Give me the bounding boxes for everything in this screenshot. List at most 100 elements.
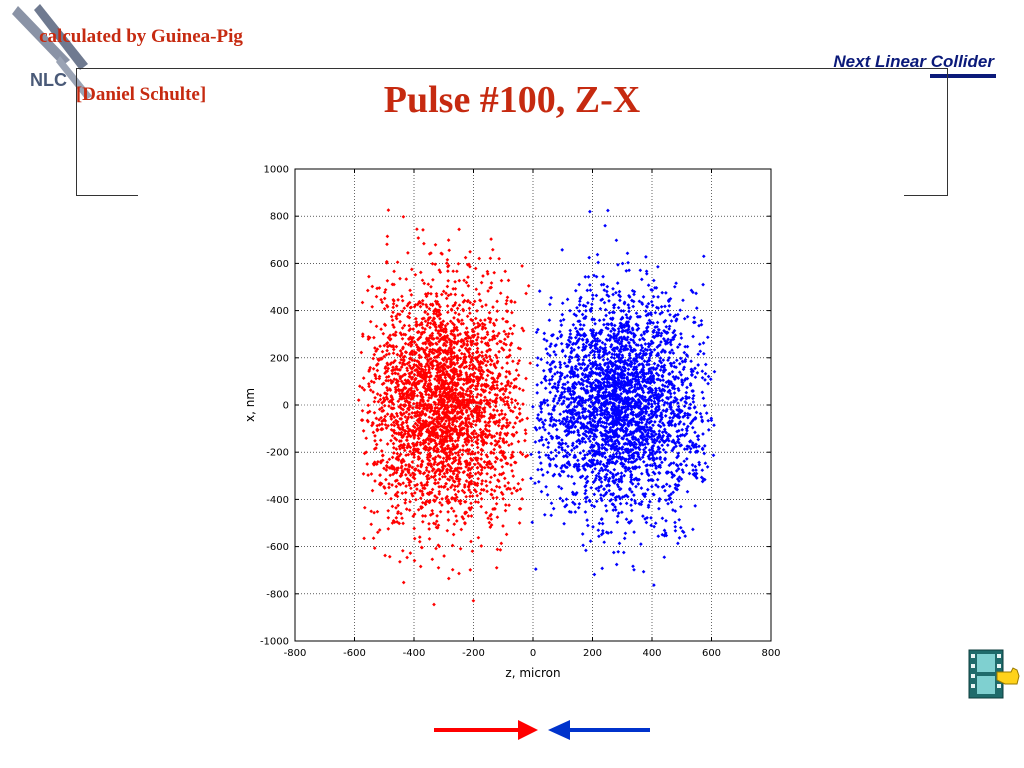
scatter-point	[458, 405, 462, 409]
credit-line-1: calculated by Guinea-Pig	[39, 26, 243, 47]
scatter-point	[499, 408, 504, 413]
scatter-point	[412, 304, 417, 309]
scatter-point	[404, 484, 408, 488]
scatter-point	[492, 447, 497, 452]
scatter-point	[362, 451, 367, 456]
scatter-point	[430, 508, 435, 513]
scatter-point	[495, 376, 500, 380]
scatter-point	[416, 507, 421, 512]
scatter-point	[381, 418, 386, 423]
scatter-point	[462, 355, 466, 360]
scatter-point	[484, 479, 488, 484]
scatter-point	[508, 390, 512, 395]
scatter-point	[475, 445, 480, 450]
scatter-point	[464, 479, 469, 483]
scatter-point	[424, 392, 428, 397]
scatter-point	[393, 358, 397, 363]
scatter-point	[442, 422, 447, 426]
scatter-point	[392, 436, 397, 440]
scatter-point	[439, 321, 443, 325]
scatter-point	[455, 484, 460, 489]
scatter-point	[488, 286, 492, 290]
scatter-point	[444, 261, 449, 266]
scatter-point	[365, 462, 370, 466]
scatter-point	[428, 333, 433, 338]
scatter-point	[377, 417, 381, 422]
scatter-point	[437, 492, 442, 496]
scatter-point	[465, 262, 470, 267]
scatter-point	[420, 493, 425, 497]
scatter-point	[486, 516, 490, 521]
scatter-point	[474, 431, 478, 436]
scatter-point	[427, 396, 432, 400]
scatter-point	[466, 451, 470, 456]
scatter-point	[414, 316, 418, 321]
scatter-point	[498, 436, 502, 441]
scatter-point	[510, 400, 514, 405]
scatter-point	[394, 505, 398, 510]
scatter-point	[467, 420, 471, 425]
scatter-point	[384, 468, 389, 472]
scatter-point	[415, 403, 419, 408]
scatter-point	[500, 464, 505, 469]
scatter-point	[404, 463, 408, 467]
scatter-point	[375, 509, 380, 514]
scatter-point	[498, 433, 502, 437]
scatter-point	[391, 420, 396, 425]
scatter-point	[485, 272, 490, 276]
scatter-point	[396, 399, 401, 404]
scatter-point	[395, 414, 400, 418]
scatter-point	[438, 333, 442, 338]
scatter-point	[514, 376, 518, 381]
scatter-point	[516, 373, 521, 378]
scatter-point	[400, 294, 404, 299]
scatter-point	[380, 349, 385, 354]
scatter-point	[487, 390, 492, 395]
scatter-point	[360, 385, 365, 390]
scatter-point	[435, 360, 440, 364]
scatter-point	[473, 499, 478, 504]
scatter-point	[472, 481, 477, 485]
scatter-point	[407, 508, 412, 512]
scatter-point	[408, 499, 412, 504]
scatter-point	[488, 320, 492, 324]
scatter-point	[465, 342, 470, 347]
scatter-point	[405, 467, 410, 472]
scatter-point	[513, 421, 518, 425]
scatter-point	[375, 347, 380, 352]
scatter-point	[479, 497, 484, 501]
scatter-point	[451, 287, 456, 291]
scatter-point	[487, 310, 492, 315]
scatter-point	[437, 477, 442, 481]
scatter-point	[435, 495, 439, 500]
scatter-point	[492, 270, 497, 275]
scatter-point	[495, 431, 499, 436]
scatter-point	[447, 248, 452, 253]
scatter-point	[468, 363, 472, 368]
scatter-point	[491, 305, 495, 309]
slide-title: Pulse #100, Z-X	[383, 79, 641, 121]
scatter-point	[484, 363, 489, 368]
scatter-point	[459, 322, 464, 326]
scatter-point	[442, 471, 447, 476]
scatter-point	[487, 461, 492, 466]
scatter-point	[498, 450, 502, 455]
scatter-point	[371, 366, 376, 371]
scatter-point	[411, 327, 416, 331]
scatter-point	[462, 499, 467, 504]
scatter-point	[399, 357, 404, 362]
scatter-point	[472, 299, 477, 304]
scatter-point	[452, 316, 456, 320]
scatter-point	[403, 490, 408, 495]
scatter-point	[496, 423, 501, 428]
scatter-point	[394, 330, 398, 335]
scatter-point	[390, 433, 395, 438]
scatter-point	[476, 450, 481, 455]
scatter-point	[434, 470, 438, 474]
scatter-point	[454, 419, 459, 424]
scatter-point	[484, 463, 489, 467]
scatter-point	[374, 462, 379, 467]
scatter-point	[373, 438, 377, 443]
scatter-point	[508, 421, 512, 425]
scatter-point	[414, 322, 419, 327]
